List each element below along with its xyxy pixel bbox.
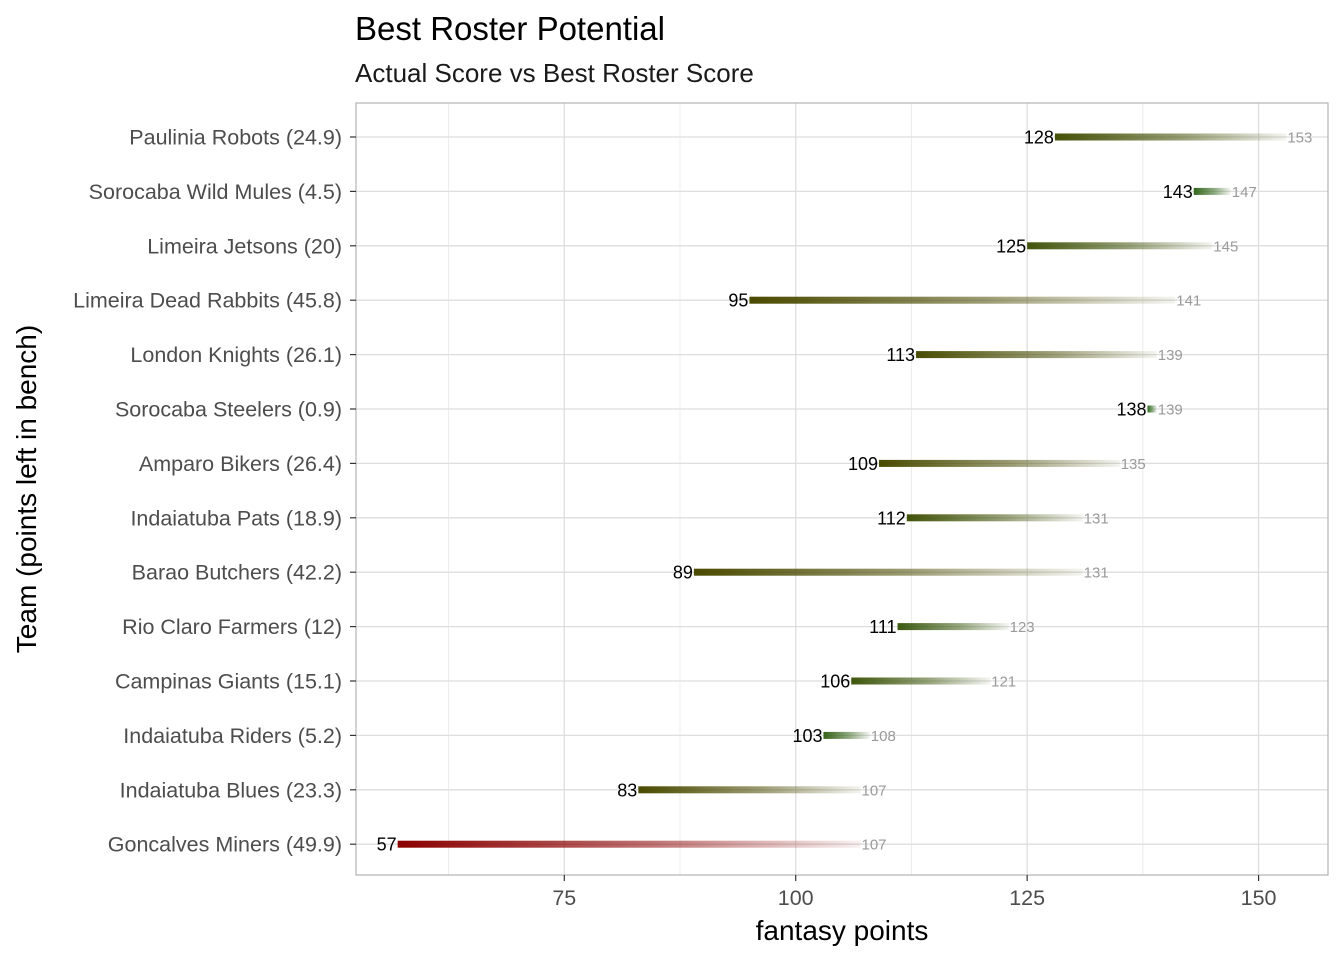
dumbbell-bar <box>851 677 991 685</box>
best-score-label: 145 <box>1213 238 1238 255</box>
actual-score-label: 89 <box>673 563 693 583</box>
y-tick-label: Limeira Dead Rabbits (45.8) <box>73 289 342 313</box>
y-tick-label: Sorocaba Wild Mules (4.5) <box>89 180 342 204</box>
x-tick-label: 75 <box>552 886 576 910</box>
chart-title: Best Roster Potential <box>355 10 665 47</box>
value-labels: 128 153 143 147 125 145 95 141 113 139 138 139 109 13… <box>377 128 1313 855</box>
best-score-label: 121 <box>991 674 1016 691</box>
best-score-label: 147 <box>1232 184 1257 201</box>
actual-score-label: 103 <box>792 726 822 746</box>
y-tick-label: Indaiatuba Blues (23.3) <box>120 778 342 802</box>
dumbbell-bar <box>906 514 1083 522</box>
y-tick-label: Rio Claro Farmers (12) <box>122 615 342 639</box>
best-score-label: 123 <box>1010 619 1035 636</box>
y-tick-label: Campinas Giants (15.1) <box>115 670 342 694</box>
y-tick-label: London Knights (26.1) <box>130 343 342 367</box>
actual-score-label: 128 <box>1024 128 1054 148</box>
x-tick-label: 150 <box>1241 886 1277 910</box>
dumbbell-bar <box>879 459 1120 467</box>
x-tick-label: 100 <box>778 886 814 910</box>
x-axis-title: fantasy points <box>756 915 929 946</box>
dumbbell-bar <box>693 568 1083 576</box>
y-axis-ticks: Paulinia Robots (24.9) Sorocaba Wild Mule… <box>73 126 356 857</box>
best-score-label: 153 <box>1287 130 1312 147</box>
best-score-label: 131 <box>1084 510 1109 527</box>
chart-subtitle: Actual Score vs Best Roster Score <box>355 58 754 88</box>
y-tick-label: Goncalves Miners (49.9) <box>108 833 342 857</box>
best-score-label: 131 <box>1084 565 1109 582</box>
dumbbell-bar <box>638 786 861 794</box>
dumbbell-bar <box>749 296 1176 304</box>
y-tick-label: Indaiatuba Riders (5.2) <box>123 724 342 748</box>
dumbbell-bar <box>897 623 1009 631</box>
gridlines <box>356 103 1328 875</box>
y-tick-label: Indaiatuba Pats (18.9) <box>130 506 342 530</box>
dumbbell-bar <box>1193 187 1231 195</box>
best-score-label: 139 <box>1158 347 1183 364</box>
actual-score-label: 143 <box>1163 182 1193 202</box>
best-score-label: 107 <box>862 782 887 799</box>
actual-score-label: 125 <box>996 236 1026 256</box>
dumbbell-bar <box>823 731 870 739</box>
x-tick-label: 125 <box>1009 886 1045 910</box>
y-tick-label: Sorocaba Steelers (0.9) <box>115 398 342 422</box>
actual-score-label: 138 <box>1116 400 1146 420</box>
dumbbell-bars <box>397 133 1287 848</box>
dumbbell-bar <box>397 840 861 848</box>
plot-panel-background <box>356 103 1328 875</box>
y-tick-label: Amparo Bikers (26.4) <box>139 452 342 476</box>
actual-score-label: 83 <box>617 780 637 800</box>
actual-score-label: 113 <box>886 345 915 365</box>
best-score-label: 135 <box>1121 456 1146 473</box>
actual-score-label: 57 <box>377 835 397 855</box>
dumbbell-bar <box>1054 133 1287 141</box>
dumbbell-bar <box>1147 405 1157 413</box>
best-score-label: 108 <box>871 728 896 745</box>
best-score-label: 107 <box>862 837 887 854</box>
y-axis-title: Team (points left in bench) <box>11 325 42 653</box>
dumbbell-bar <box>916 351 1157 359</box>
y-tick-label: Barao Butchers (42.2) <box>132 561 342 585</box>
plot-panel-border <box>355 102 1329 876</box>
dumbbell-bar <box>1027 242 1213 250</box>
actual-score-label: 112 <box>877 508 906 528</box>
actual-score-label: 106 <box>820 672 850 692</box>
actual-score-label: 95 <box>728 291 748 311</box>
best-score-label: 139 <box>1158 402 1183 419</box>
plot-panel: 128 153 143 147 125 145 95 141 113 139 138 139 109 13… <box>355 102 1329 876</box>
best-score-label: 141 <box>1176 293 1201 310</box>
y-tick-label: Paulinia Robots (24.9) <box>129 126 342 150</box>
x-axis-ticks: 75 100 125 150 <box>552 875 1277 910</box>
actual-score-label: 111 <box>869 617 896 637</box>
actual-score-label: 109 <box>848 454 878 474</box>
y-tick-label: Limeira Jetsons (20) <box>147 234 342 258</box>
